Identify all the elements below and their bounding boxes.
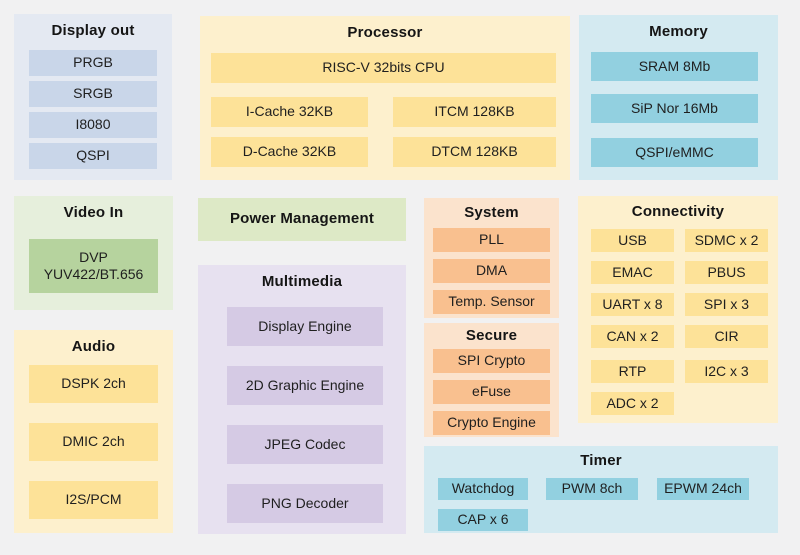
item-temp-sensor: Temp. Sensor bbox=[433, 290, 550, 314]
item-jpeg-codec: JPEG Codec bbox=[227, 425, 383, 464]
block-title-connectivity: Connectivity bbox=[631, 203, 725, 220]
item-pll: PLL bbox=[433, 228, 550, 252]
block-title-display-out: Display out bbox=[51, 22, 135, 39]
item-i2c: I2C x 3 bbox=[685, 360, 768, 383]
item-i8080: I8080 bbox=[29, 112, 157, 138]
block-title-secure: Secure bbox=[465, 327, 518, 344]
block-multimedia: Multimedia Display Engine 2D Graphic Eng… bbox=[198, 265, 406, 534]
item-display-engine: Display Engine bbox=[227, 307, 383, 346]
item-prgb: PRGB bbox=[29, 50, 157, 76]
block-title-multimedia: Multimedia bbox=[261, 273, 343, 290]
item-png-decoder: PNG Decoder bbox=[227, 484, 383, 523]
block-system: System PLL DMA Temp. Sensor bbox=[424, 198, 559, 318]
item-sdmc: SDMC x 2 bbox=[685, 229, 768, 252]
block-timer: Timer Watchdog PWM 8ch EPWM 24ch CAP x 6 bbox=[424, 446, 778, 533]
item-spi-crypto: SPI Crypto bbox=[433, 349, 550, 373]
item-cap: CAP x 6 bbox=[438, 509, 528, 531]
item-uart: UART x 8 bbox=[591, 293, 674, 316]
item-srgb: SRGB bbox=[29, 81, 157, 107]
item-dtcm: DTCM 128KB bbox=[393, 137, 556, 167]
item-spi: SPI x 3 bbox=[685, 293, 768, 316]
item-rtp: RTP bbox=[591, 360, 674, 383]
item-pwm: PWM 8ch bbox=[546, 478, 638, 500]
item-dspk: DSPK 2ch bbox=[29, 365, 158, 403]
block-title-power-management: Power Management bbox=[229, 210, 375, 227]
item-cir: CIR bbox=[685, 325, 768, 348]
item-sip-nor: SiP Nor 16Mb bbox=[591, 94, 758, 123]
block-secure: Secure SPI Crypto eFuse Crypto Engine bbox=[424, 323, 559, 437]
block-video-in: Video In DVP YUV422/BT.656 bbox=[14, 196, 173, 310]
item-can: CAN x 2 bbox=[591, 325, 674, 348]
item-dvp: DVP YUV422/BT.656 bbox=[29, 239, 158, 293]
item-riscv-cpu: RISC-V 32bits CPU bbox=[211, 53, 556, 83]
item-itcm: ITCM 128KB bbox=[393, 97, 556, 127]
block-processor: Processor RISC-V 32bits CPU I-Cache 32KB… bbox=[200, 16, 570, 180]
item-epwm: EPWM 24ch bbox=[657, 478, 749, 500]
item-i2s-pcm: I2S/PCM bbox=[29, 481, 158, 519]
block-memory: Memory SRAM 8Mb SiP Nor 16Mb QSPI/eMMC bbox=[579, 15, 778, 180]
item-usb: USB bbox=[591, 229, 674, 252]
block-title-audio: Audio bbox=[71, 338, 116, 355]
item-pbus: PBUS bbox=[685, 261, 768, 284]
block-title-memory: Memory bbox=[649, 23, 708, 40]
item-crypto-engine: Crypto Engine bbox=[433, 411, 550, 435]
item-adc: ADC x 2 bbox=[591, 392, 674, 415]
block-display-out: Display out PRGB SRGB I8080 QSPI bbox=[14, 14, 172, 180]
item-watchdog: Watchdog bbox=[438, 478, 528, 500]
block-title-timer: Timer bbox=[580, 452, 622, 469]
item-qspi: QSPI bbox=[29, 143, 157, 169]
item-emac: EMAC bbox=[591, 261, 674, 284]
item-icache: I-Cache 32KB bbox=[211, 97, 368, 127]
block-title-system: System bbox=[464, 204, 519, 221]
block-connectivity: Connectivity USB SDMC x 2 EMAC PBUS UART… bbox=[578, 196, 778, 423]
item-dmic: DMIC 2ch bbox=[29, 423, 158, 461]
item-dma: DMA bbox=[433, 259, 550, 283]
item-sram: SRAM 8Mb bbox=[591, 52, 758, 81]
item-2d-graphic-engine: 2D Graphic Engine bbox=[227, 366, 383, 405]
block-power-management: Power Management bbox=[198, 198, 406, 241]
block-title-video-in: Video In bbox=[63, 204, 124, 221]
item-efuse: eFuse bbox=[433, 380, 550, 404]
item-qspi-emmc: QSPI/eMMC bbox=[591, 138, 758, 167]
block-title-processor: Processor bbox=[347, 24, 423, 41]
item-dcache: D-Cache 32KB bbox=[211, 137, 368, 167]
block-audio: Audio DSPK 2ch DMIC 2ch I2S/PCM bbox=[14, 330, 173, 533]
